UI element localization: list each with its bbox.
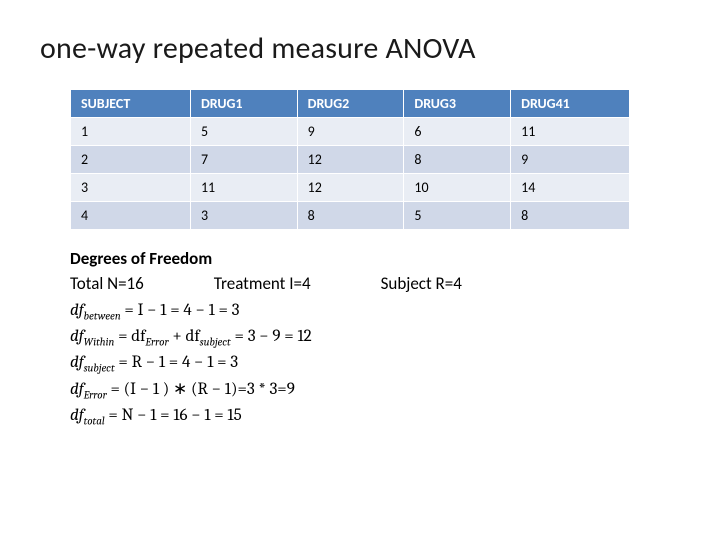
dof-heading: Degrees of Freedom (70, 248, 680, 271)
cell: 14 (511, 174, 630, 202)
table-row: 3 11 12 10 14 (71, 174, 630, 202)
cell: 7 (190, 146, 297, 174)
cell: 8 (511, 202, 630, 230)
eq-within: dfWithin = dfError + dfsubject = 3 − 9 =… (70, 326, 680, 350)
col-drug41: DRUG41 (511, 90, 630, 118)
table-row: 2 7 12 8 9 (71, 146, 630, 174)
cell: 11 (511, 118, 630, 146)
eq-error: dfError = (I − 1 ) ∗ (R − 1)=3 * 3=9 (70, 379, 680, 403)
eq-between: dfbetween = I − 1 = 4 − 1 = 3 (70, 300, 680, 324)
cell: 5 (404, 202, 511, 230)
dof-treatment: Treatment I=4 (214, 273, 311, 296)
cell: 8 (404, 146, 511, 174)
table-row: 1 5 9 6 11 (71, 118, 630, 146)
cell: 6 (404, 118, 511, 146)
eq-total: dftotal = N − 1 = 16 − 1 = 15 (70, 405, 680, 429)
dof-total: Total N=16 (70, 273, 144, 296)
cell: 5 (190, 118, 297, 146)
col-subject: SUBJECT (71, 90, 191, 118)
col-drug2: DRUG2 (297, 90, 404, 118)
eq-subject: dfsubject = R − 1 = 4 − 1 = 3 (70, 352, 680, 376)
cell: 12 (297, 146, 404, 174)
slide-title: one-way repeated measure ANOVA (40, 30, 680, 67)
cell: 2 (71, 146, 191, 174)
table-header-row: SUBJECT DRUG1 DRUG2 DRUG3 DRUG41 (71, 90, 630, 118)
cell: 3 (71, 174, 191, 202)
degrees-of-freedom: Degrees of Freedom Total N=16 Treatment … (70, 248, 680, 429)
col-drug1: DRUG1 (190, 90, 297, 118)
table-row: 4 3 8 5 8 (71, 202, 630, 230)
cell: 3 (190, 202, 297, 230)
col-drug3: DRUG3 (404, 90, 511, 118)
dof-counts-row: Total N=16 Treatment I=4 Subject R=4 (70, 273, 680, 296)
cell: 10 (404, 174, 511, 202)
cell: 4 (71, 202, 191, 230)
cell: 8 (297, 202, 404, 230)
cell: 1 (71, 118, 191, 146)
data-table: SUBJECT DRUG1 DRUG2 DRUG3 DRUG41 1 5 9 6… (70, 89, 630, 230)
cell: 11 (190, 174, 297, 202)
cell: 9 (297, 118, 404, 146)
dof-subject: Subject R=4 (381, 273, 462, 296)
cell: 12 (297, 174, 404, 202)
cell: 9 (511, 146, 630, 174)
